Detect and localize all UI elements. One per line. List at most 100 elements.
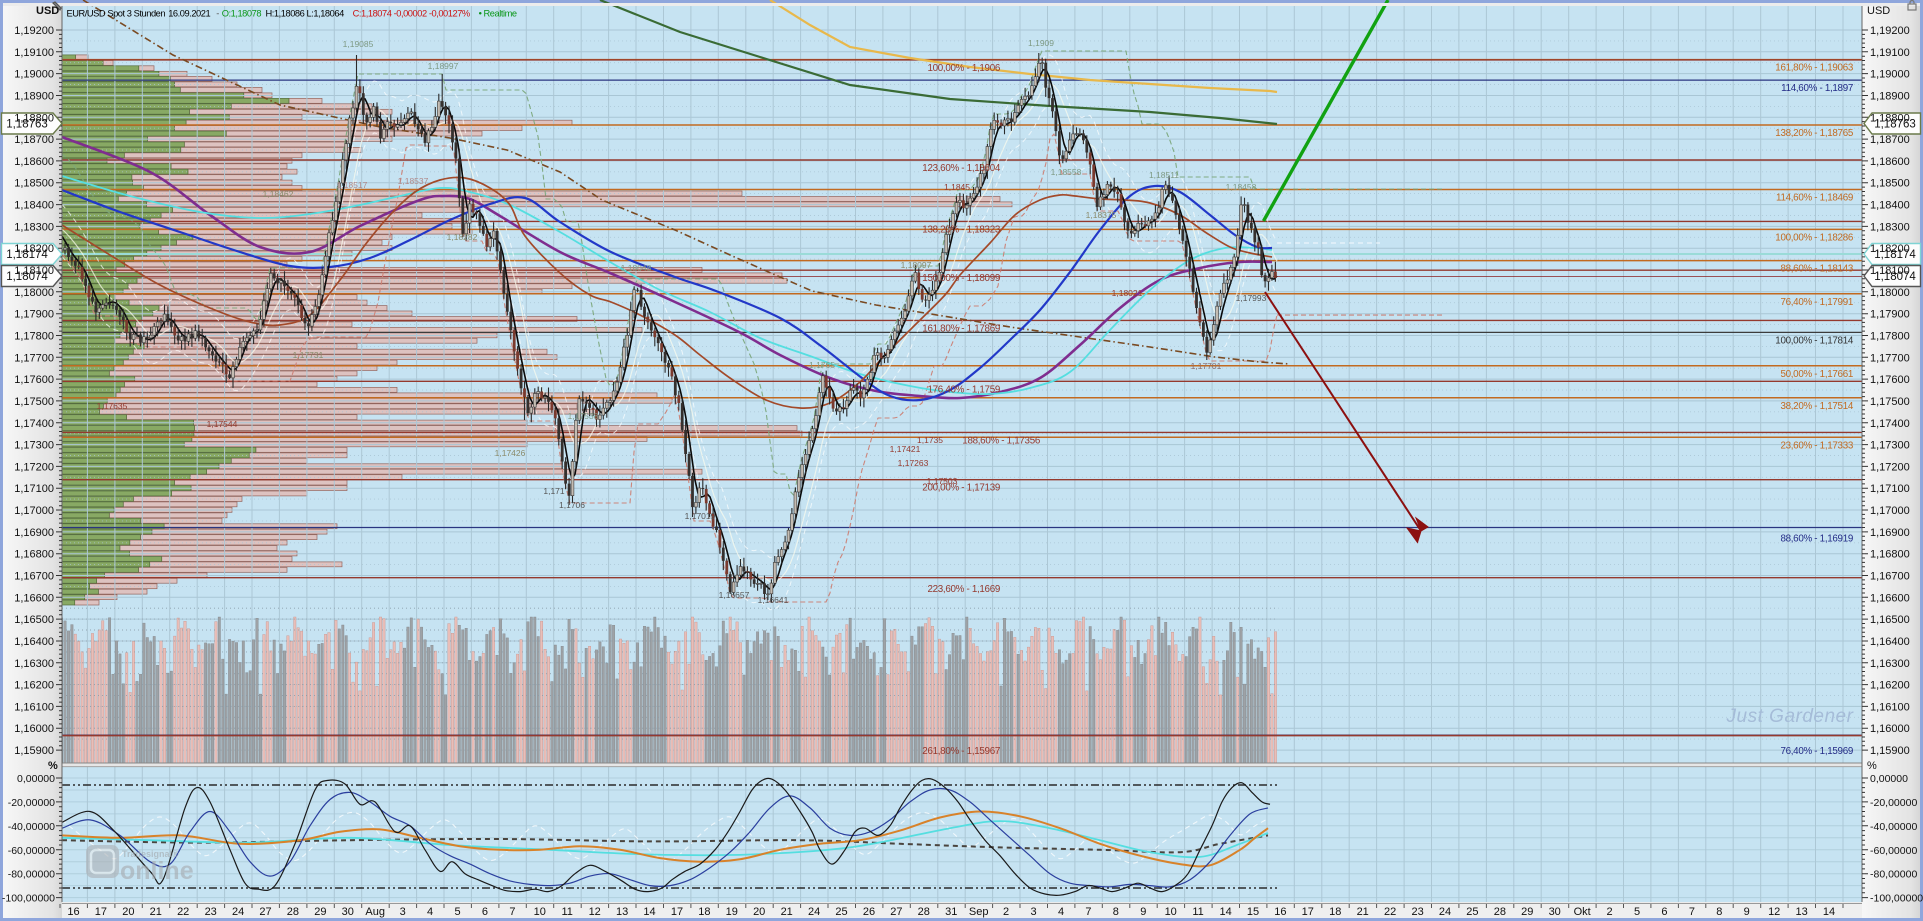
- svg-text:1,18048: 1,18048: [621, 263, 652, 273]
- svg-text:11: 11: [561, 906, 572, 918]
- svg-text:EUR/USD Spot 3 Stunden: EUR/USD Spot 3 Stunden: [67, 9, 166, 19]
- svg-text:88,60% - 1,18143: 88,60% - 1,18143: [1780, 264, 1853, 275]
- svg-text:-80,00000: -80,00000: [8, 869, 55, 881]
- svg-text:1,16500: 1,16500: [1870, 614, 1910, 626]
- svg-text:11: 11: [1192, 906, 1203, 918]
- svg-text:1,17500: 1,17500: [1870, 396, 1910, 408]
- svg-text:1,16000: 1,16000: [14, 723, 54, 735]
- svg-text:1,17544: 1,17544: [207, 419, 238, 429]
- svg-text:17: 17: [95, 906, 107, 918]
- svg-text:1,18074: 1,18074: [1874, 271, 1916, 283]
- svg-text:Aug: Aug: [365, 906, 385, 918]
- svg-text:16: 16: [67, 906, 79, 918]
- svg-text:1,16900: 1,16900: [1870, 527, 1910, 539]
- svg-text:1,17300: 1,17300: [14, 440, 54, 452]
- svg-text:1,1735: 1,1735: [917, 435, 943, 445]
- svg-text:1,18400: 1,18400: [14, 200, 54, 212]
- svg-text:1,17700: 1,17700: [14, 352, 54, 364]
- svg-text:9: 9: [1744, 906, 1750, 918]
- svg-text:9: 9: [1140, 906, 1146, 918]
- svg-text:114,60% - 1,18469: 114,60% - 1,18469: [1776, 193, 1853, 204]
- svg-text:1,19085: 1,19085: [343, 39, 374, 49]
- svg-text:-100,00000: -100,00000: [1870, 893, 1923, 905]
- svg-text:3: 3: [400, 906, 406, 918]
- svg-text:100,00% - 1,17814: 100,00% - 1,17814: [1775, 335, 1854, 346]
- svg-text:1,16641: 1,16641: [758, 595, 789, 605]
- svg-text:1,18763: 1,18763: [1874, 119, 1916, 131]
- svg-text:1,18900: 1,18900: [1870, 91, 1910, 103]
- svg-text:-40,00000: -40,00000: [8, 821, 55, 833]
- svg-text:-40,00000: -40,00000: [1870, 821, 1917, 833]
- svg-text:1,16000: 1,16000: [1870, 723, 1910, 735]
- svg-text:10: 10: [534, 906, 546, 918]
- svg-text:23: 23: [205, 906, 217, 918]
- svg-text:%: %: [1867, 760, 1877, 772]
- svg-text:1,16400: 1,16400: [1870, 636, 1910, 648]
- svg-text:1,16600: 1,16600: [1870, 592, 1910, 604]
- svg-text:-60,00000: -60,00000: [8, 845, 55, 857]
- svg-text:20: 20: [122, 906, 134, 918]
- svg-text:1,16700: 1,16700: [1870, 571, 1910, 583]
- svg-text:1,171: 1,171: [543, 486, 565, 496]
- svg-text:1,17100: 1,17100: [1870, 483, 1910, 495]
- svg-text:188,60% - 1,17356: 188,60% - 1,17356: [962, 435, 1041, 446]
- svg-text:1,17600: 1,17600: [14, 374, 54, 386]
- svg-text:4: 4: [427, 906, 433, 918]
- svg-text:1,17600: 1,17600: [1870, 374, 1910, 386]
- svg-text:29: 29: [314, 906, 326, 918]
- svg-text:1,16100: 1,16100: [1870, 701, 1910, 713]
- svg-text:Just Gardener: Just Gardener: [1726, 706, 1854, 727]
- svg-text:1,17500: 1,17500: [14, 396, 54, 408]
- svg-text:5: 5: [454, 906, 460, 918]
- svg-text:17: 17: [1302, 906, 1314, 918]
- svg-text:28: 28: [1494, 906, 1506, 918]
- svg-text:1,17426: 1,17426: [495, 448, 526, 458]
- svg-text:-80,00000: -80,00000: [1870, 869, 1917, 881]
- svg-text:%: %: [48, 760, 58, 772]
- svg-text:1,18174: 1,18174: [6, 249, 48, 261]
- svg-text:21: 21: [150, 906, 162, 918]
- svg-text:161,80% - 1,17869: 161,80% - 1,17869: [922, 323, 1000, 334]
- svg-text:1,16700: 1,16700: [14, 571, 54, 583]
- svg-text:21: 21: [781, 906, 793, 918]
- svg-text:1,18100: 1,18100: [14, 265, 54, 277]
- svg-text:-100,00000: -100,00000: [2, 893, 55, 905]
- svg-text:-20,00000: -20,00000: [1870, 797, 1917, 809]
- svg-text:1,17700: 1,17700: [1870, 352, 1910, 364]
- svg-text:6: 6: [1661, 906, 1667, 918]
- svg-text:1,18000: 1,18000: [14, 287, 54, 299]
- svg-text:1,17263: 1,17263: [898, 458, 929, 468]
- svg-text:8: 8: [1716, 906, 1722, 918]
- svg-text:138,20% - 1,18323: 138,20% - 1,18323: [922, 224, 1001, 235]
- svg-text:7: 7: [1689, 906, 1695, 918]
- svg-text:1,17993: 1,17993: [1236, 293, 1267, 303]
- svg-text:1,19000: 1,19000: [1870, 69, 1910, 81]
- svg-text:161,80% - 1,19063: 161,80% - 1,19063: [1775, 63, 1854, 74]
- svg-text:USD: USD: [1867, 5, 1890, 17]
- svg-text:20: 20: [753, 906, 765, 918]
- svg-text:22: 22: [177, 906, 189, 918]
- svg-text:1,1706: 1,1706: [559, 500, 585, 510]
- svg-text:30: 30: [1549, 906, 1561, 918]
- svg-text:1,18600: 1,18600: [1870, 156, 1910, 168]
- svg-text:27: 27: [890, 906, 902, 918]
- svg-text:1,19100: 1,19100: [14, 47, 54, 59]
- svg-text:online: online: [120, 857, 194, 885]
- svg-text:1,18100: 1,18100: [1870, 265, 1910, 277]
- svg-text:24: 24: [808, 906, 820, 918]
- svg-text:1,18511: 1,18511: [1149, 170, 1179, 180]
- svg-text:1,18462: 1,18462: [263, 189, 294, 199]
- svg-text:1,17800: 1,17800: [1870, 331, 1910, 343]
- svg-text:1,1765: 1,1765: [809, 360, 835, 370]
- svg-text:1,18700: 1,18700: [14, 134, 54, 146]
- svg-text:1,1909: 1,1909: [1028, 38, 1054, 48]
- svg-text:1,18558: 1,18558: [1051, 167, 1082, 177]
- svg-text:8: 8: [1113, 906, 1119, 918]
- svg-text:1,16400: 1,16400: [14, 636, 54, 648]
- svg-text:1,18700: 1,18700: [1870, 134, 1910, 146]
- svg-text:123,60% - 1,18604: 123,60% - 1,18604: [922, 163, 1001, 174]
- svg-text:76,40% - 1,15969: 76,40% - 1,15969: [1780, 746, 1853, 757]
- svg-text:4: 4: [1058, 906, 1064, 918]
- svg-text:14: 14: [1823, 906, 1835, 918]
- svg-text:7: 7: [1085, 906, 1091, 918]
